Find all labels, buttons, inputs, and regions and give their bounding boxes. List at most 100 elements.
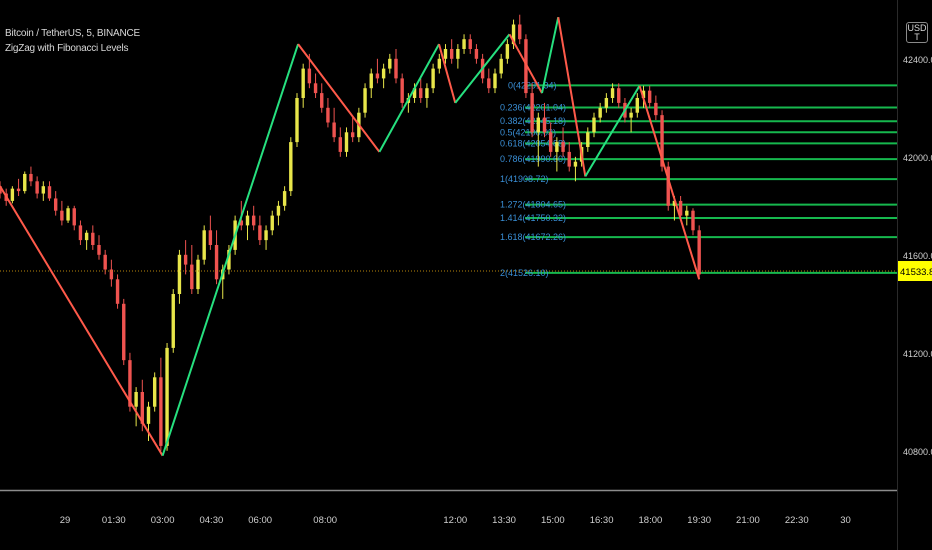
candle-body [103, 254, 107, 270]
candle-body [567, 151, 571, 167]
candle-body [604, 98, 609, 108]
current-price-badge [898, 261, 932, 282]
candle-body [536, 117, 541, 133]
candle-body [412, 88, 417, 98]
symbol-title[interactable]: Bitcoin / TetherUS, 5, BINANCE [5, 28, 140, 39]
fib-level-label: 1.272(41804.65) [500, 200, 566, 210]
candle-body [35, 181, 39, 194]
fib-level-label: 0.5(42100.03) [500, 127, 556, 137]
candle-body [641, 90, 646, 98]
candle-body [109, 269, 114, 280]
candle-body [654, 102, 658, 116]
candle-body [332, 122, 336, 138]
zigzag-down-segment [557, 16, 587, 177]
candle-body [443, 49, 448, 59]
time-tick-label: 03:00 [151, 515, 175, 526]
candle-body [462, 39, 466, 49]
candle-body [592, 117, 596, 133]
fib-level-label: 1.414(41750.32) [500, 213, 566, 223]
candle-body [493, 73, 497, 89]
candle-body [381, 68, 386, 79]
candle-body [239, 220, 244, 226]
candle-body [202, 230, 206, 260]
candle-body [419, 88, 423, 98]
time-tick-label: 29 [60, 515, 71, 526]
candle-body [474, 49, 479, 59]
candle-body [449, 49, 454, 59]
currency-button[interactable]: USD T [906, 22, 928, 43]
candle-body [518, 24, 522, 40]
time-tick-label: 22:30 [785, 515, 809, 526]
time-tick-label: 12:00 [443, 515, 467, 526]
candle-body [97, 245, 101, 255]
candle-body [227, 249, 231, 270]
zigzag-up-segment [541, 16, 560, 94]
candle-body [214, 245, 219, 280]
candle-body [47, 186, 52, 199]
candle-body [598, 107, 602, 118]
zigzag-up-segment [584, 85, 641, 177]
candle-body [313, 83, 318, 94]
fib-level-label: 1(41908.72) [500, 174, 549, 184]
candle-body [555, 142, 559, 152]
candle-body [301, 68, 305, 98]
candle-body [505, 44, 510, 59]
candle-body [629, 112, 633, 118]
candle-body [91, 232, 95, 245]
candle-body [672, 200, 677, 206]
candle-body [115, 279, 120, 304]
indicator-title[interactable]: ZigZag with Fibonacci Levels [5, 43, 129, 54]
candle-body [573, 161, 578, 167]
candle-body [561, 142, 565, 152]
candle-body [542, 117, 547, 133]
candle-body [190, 264, 194, 290]
candle-body [511, 24, 516, 45]
candle-body [10, 188, 15, 201]
time-tick-label: 04:30 [199, 515, 223, 526]
candle-body [425, 88, 429, 98]
candle-body [685, 210, 689, 216]
candle-body [431, 68, 435, 89]
candle-body [400, 78, 404, 103]
fib-level-label: 0.786(41990.60) [500, 154, 566, 164]
candle-body [487, 78, 491, 89]
zigzag-up-segment [454, 33, 511, 104]
price-tick-label: 40800.00 [903, 447, 932, 457]
candle-body [691, 210, 695, 231]
candle-body [196, 259, 200, 290]
candle-body [53, 198, 58, 211]
zigzag-down-segment [638, 85, 701, 280]
time-tick-label: 21:00 [736, 515, 760, 526]
candle-body [251, 215, 256, 226]
candle-body [60, 210, 64, 221]
candle-body [16, 188, 21, 192]
candle-body [499, 58, 503, 74]
candle-body [369, 73, 373, 89]
time-tick-label: 19:30 [687, 515, 711, 526]
candle-body [159, 377, 163, 446]
candle-body [264, 230, 268, 241]
price-tick-label: 42000.00 [903, 153, 932, 163]
candle-body [270, 215, 274, 231]
candle-body [666, 166, 670, 206]
candle-body [320, 93, 324, 108]
candle-body [530, 93, 534, 133]
candle-body [326, 107, 330, 123]
candle-body [258, 225, 262, 241]
candle-body [548, 132, 553, 152]
candle-body [388, 58, 392, 69]
time-tick-label: 06:00 [248, 515, 272, 526]
candle-body [437, 58, 442, 69]
fib-level-label: 2(41526.10) [500, 268, 549, 278]
candle-body [394, 58, 398, 79]
candle-body [134, 392, 138, 407]
candle-body [307, 68, 312, 84]
candle-body [647, 90, 652, 103]
candle-body [610, 88, 615, 98]
candle-body [468, 39, 472, 49]
candle-body [245, 215, 250, 226]
candle-body [375, 73, 380, 79]
